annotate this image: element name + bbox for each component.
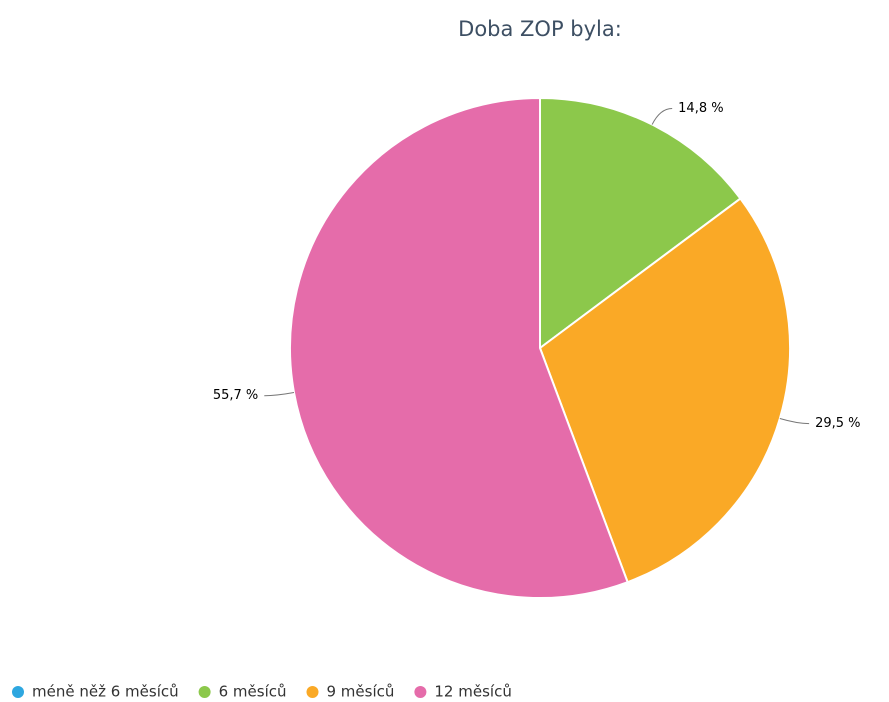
data-label: 14,8 % <box>678 101 723 116</box>
leader-line <box>264 392 295 397</box>
legend-marker <box>414 686 427 698</box>
data-label: 55,7 % <box>213 388 258 403</box>
leader-line <box>651 107 673 125</box>
legend-marker <box>12 686 24 698</box>
chart-title: Doba ZOP byla: <box>458 17 622 41</box>
data-label: 29,5 % <box>815 416 860 431</box>
legend-label: méně něž 6 měsíců <box>32 683 179 701</box>
leader-line <box>779 418 810 425</box>
legend-marker <box>306 686 319 698</box>
legend-marker <box>198 686 211 698</box>
legend-label: 6 měsíců <box>219 683 287 701</box>
legend-label: 12 měsíců <box>434 683 511 701</box>
pie-slice <box>289 96 629 599</box>
legend-label: 9 měsíců <box>327 683 395 701</box>
pie-slice <box>538 197 791 584</box>
